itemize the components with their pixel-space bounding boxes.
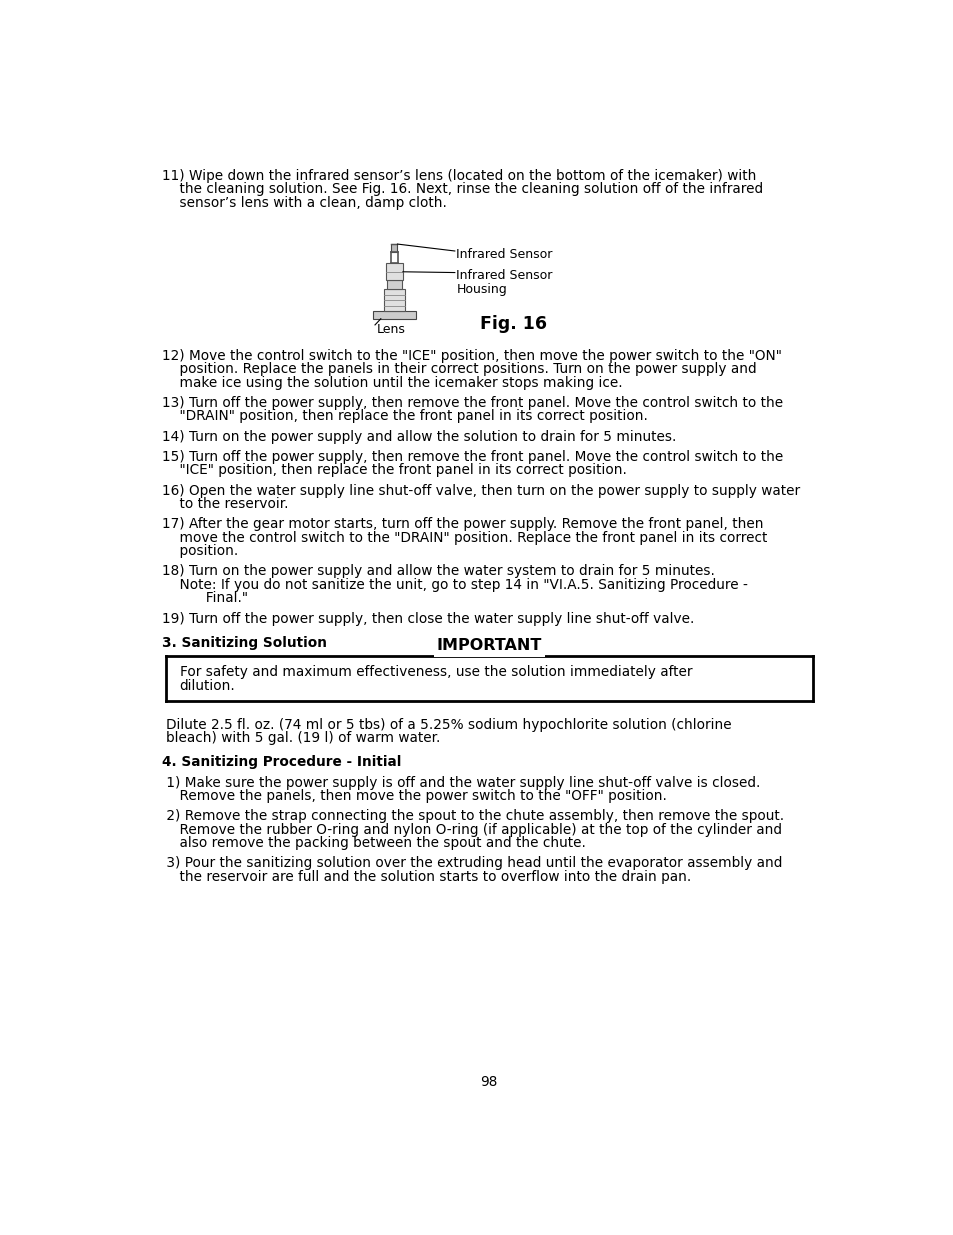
Text: Housing: Housing: [456, 283, 507, 296]
Text: position. Replace the panels in their correct positions. Turn on the power suppl: position. Replace the panels in their co…: [162, 362, 756, 377]
Text: make ice using the solution until the icemaker stops making ice.: make ice using the solution until the ic…: [162, 375, 622, 390]
Bar: [391, 245, 397, 252]
Text: IMPORTANT: IMPORTANT: [436, 637, 541, 652]
Text: dilution.: dilution.: [179, 679, 235, 693]
Text: 19) Turn off the power supply, then close the water supply line shut-off valve.: 19) Turn off the power supply, then clos…: [162, 611, 694, 626]
Text: 16) Open the water supply line shut-off valve, then turn on the power supply to : 16) Open the water supply line shut-off …: [162, 484, 800, 498]
Text: 3) Pour the sanitizing solution over the extruding head until the evaporator ass: 3) Pour the sanitizing solution over the…: [162, 856, 781, 871]
Bar: [383, 289, 405, 311]
Text: 15) Turn off the power supply, then remove the front panel. Move the control swi: 15) Turn off the power supply, then remo…: [162, 450, 782, 464]
Text: Infrared Sensor: Infrared Sensor: [456, 269, 552, 283]
Text: 3. Sanitizing Solution: 3. Sanitizing Solution: [162, 636, 327, 650]
Text: 18) Turn on the power supply and allow the water system to drain for 5 minutes.: 18) Turn on the power supply and allow t…: [162, 564, 714, 578]
Text: Remove the rubber O-ring and nylon O-ring (if applicable) at the top of the cyli: Remove the rubber O-ring and nylon O-rin…: [162, 823, 781, 837]
Bar: [433, 647, 544, 657]
Text: Remove the panels, then move the power switch to the "OFF" position.: Remove the panels, then move the power s…: [162, 789, 666, 803]
Text: 13) Turn off the power supply, then remove the front panel. Move the control swi: 13) Turn off the power supply, then remo…: [162, 396, 782, 410]
Text: Final.": Final.": [162, 592, 248, 605]
Text: to the reservoir.: to the reservoir.: [162, 496, 288, 511]
Text: 2) Remove the strap connecting the spout to the chute assembly, then remove the : 2) Remove the strap connecting the spout…: [162, 809, 783, 824]
Text: Note: If you do not sanitize the unit, go to step 14 in "VI.A.5. Sanitizing Proc: Note: If you do not sanitize the unit, g…: [162, 578, 747, 592]
Text: sensor’s lens with a clean, damp cloth.: sensor’s lens with a clean, damp cloth.: [162, 196, 446, 210]
Text: 4. Sanitizing Procedure - Initial: 4. Sanitizing Procedure - Initial: [162, 756, 401, 769]
Text: "ICE" position, then replace the front panel in its correct position.: "ICE" position, then replace the front p…: [162, 463, 626, 477]
Text: Fig. 16: Fig. 16: [479, 315, 546, 333]
Text: also remove the packing between the spout and the chute.: also remove the packing between the spou…: [162, 836, 585, 850]
Bar: [386, 280, 402, 289]
Text: 98: 98: [479, 1074, 497, 1088]
Text: 14) Turn on the power supply and allow the solution to drain for 5 minutes.: 14) Turn on the power supply and allow t…: [162, 430, 676, 443]
Text: bleach) with 5 gal. (19 l) of warm water.: bleach) with 5 gal. (19 l) of warm water…: [166, 731, 439, 745]
Text: For safety and maximum effectiveness, use the solution immediately after: For safety and maximum effectiveness, us…: [179, 666, 692, 679]
Text: "DRAIN" position, then replace the front panel in its correct position.: "DRAIN" position, then replace the front…: [162, 410, 647, 424]
Text: the cleaning solution. See Fig. 16. Next, rinse the cleaning solution off of the: the cleaning solution. See Fig. 16. Next…: [162, 183, 762, 196]
Text: 17) After the gear motor starts, turn off the power supply. Remove the front pan: 17) After the gear motor starts, turn of…: [162, 517, 762, 531]
Text: move the control switch to the "DRAIN" position. Replace the front panel in its : move the control switch to the "DRAIN" p…: [162, 531, 766, 545]
Text: the reservoir are full and the solution starts to overflow into the drain pan.: the reservoir are full and the solution …: [162, 869, 690, 884]
Text: 12) Move the control switch to the "ICE" position, then move the power switch to: 12) Move the control switch to the "ICE"…: [162, 348, 781, 363]
Text: 11) Wipe down the infrared sensor’s lens (located on the bottom of the icemaker): 11) Wipe down the infrared sensor’s lens…: [162, 169, 756, 183]
Bar: [373, 311, 416, 319]
Text: Infrared Sensor: Infrared Sensor: [456, 248, 552, 261]
Text: Dilute 2.5 fl. oz. (74 ml or 5 tbs) of a 5.25% sodium hypochlorite solution (chl: Dilute 2.5 fl. oz. (74 ml or 5 tbs) of a…: [166, 718, 731, 731]
Text: position.: position.: [162, 545, 238, 558]
Text: 1) Make sure the power supply is off and the water supply line shut-off valve is: 1) Make sure the power supply is off and…: [162, 776, 760, 789]
Text: Lens: Lens: [376, 324, 405, 336]
Bar: [385, 263, 402, 280]
